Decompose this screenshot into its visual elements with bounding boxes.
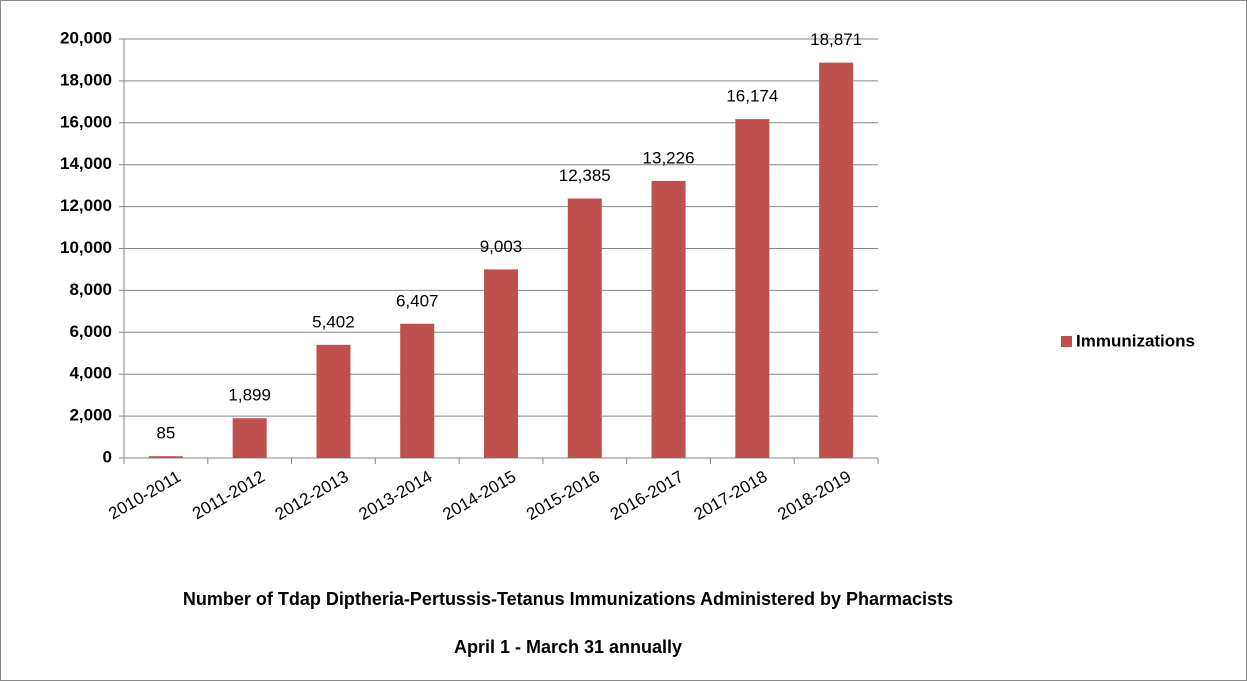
data-label: 12,385 [559,166,611,185]
y-tick-label: 20,000 [60,28,112,47]
y-tick-label: 14,000 [60,154,112,173]
y-tick-label: 10,000 [60,238,112,257]
data-label: 9,003 [480,237,523,256]
y-tick-label: 18,000 [60,70,112,89]
bar [232,418,267,458]
data-label: 18,871 [810,30,862,49]
y-tick-label: 2,000 [69,406,112,425]
data-label: 16,174 [726,87,778,106]
bar [148,456,183,458]
y-tick-label: 4,000 [69,364,112,383]
chart-title: Number of Tdap Diptheria-Pertussis-Tetan… [182,589,954,609]
bar [819,62,854,458]
y-tick-label: 16,000 [60,112,112,131]
bar [400,323,435,458]
data-label: 5,402 [312,312,355,331]
data-label: 13,226 [643,148,695,167]
y-tick-label: 0 [103,447,112,466]
bar [735,119,770,459]
bar [567,198,602,459]
data-label: 85 [156,424,175,443]
legend-swatch [1061,336,1072,347]
data-label: 6,407 [396,291,439,310]
bar [651,180,686,459]
chart-subtitle: April 1 - March 31 annually [453,637,683,657]
y-tick-label: 12,000 [60,196,112,215]
bar [316,344,351,458]
y-tick-label: 6,000 [69,322,112,341]
data-label: 1,899 [228,386,271,405]
bar [484,269,518,458]
legend-label: Immunizations [1076,331,1195,350]
y-tick-label: 8,000 [69,280,112,299]
